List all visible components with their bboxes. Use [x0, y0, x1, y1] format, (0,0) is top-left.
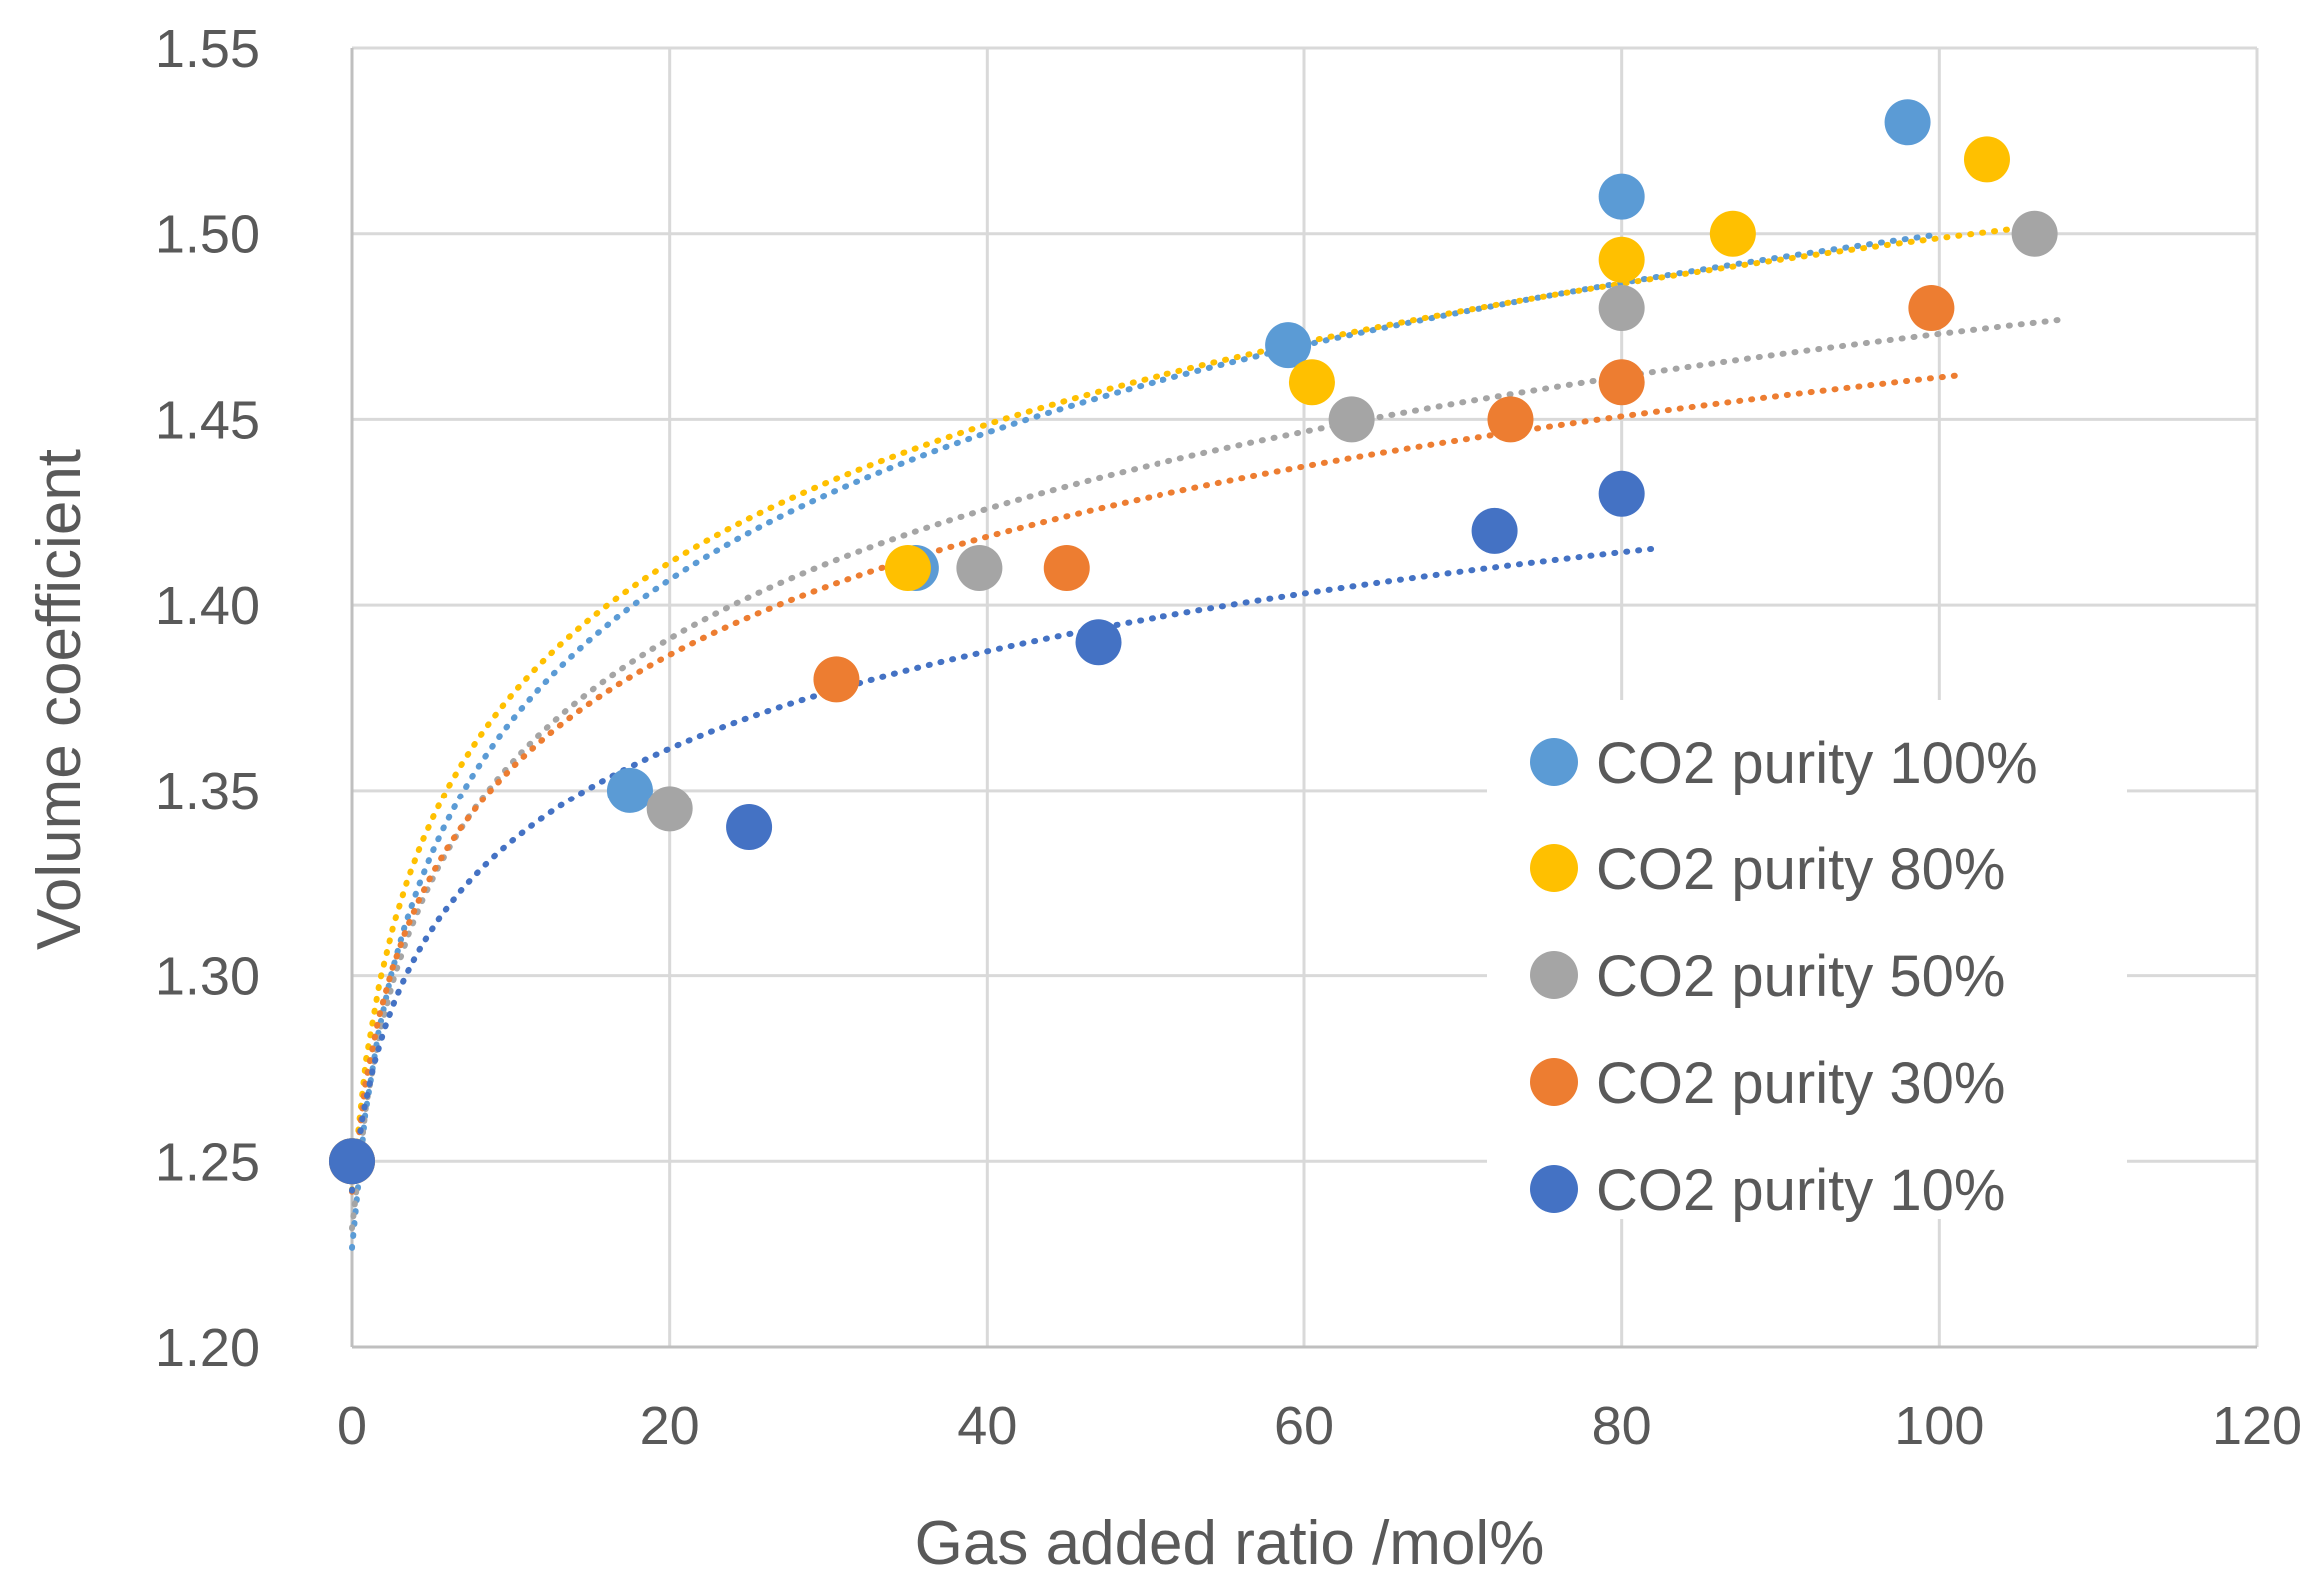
data-point-series-2 — [2011, 210, 2058, 257]
data-point-series-0 — [1884, 99, 1931, 146]
data-point-series-4 — [1471, 507, 1518, 554]
data-point-series-2 — [1328, 396, 1375, 443]
data-point-series-4 — [1075, 619, 1122, 666]
y-axis-title: Volume coefficient — [25, 449, 94, 950]
trendline-series-0 — [349, 231, 1943, 1251]
data-point-series-2 — [646, 786, 693, 832]
trendline-series-4 — [349, 545, 1657, 1194]
trendline-series-2 — [349, 316, 2070, 1232]
y-tick-label: 1.30 — [155, 947, 260, 1007]
data-point-series-0 — [1265, 322, 1312, 369]
legend-label: CO2 purity 80% — [1596, 837, 2005, 902]
y-tick-label: 1.35 — [155, 762, 260, 821]
data-point-series-4 — [726, 804, 773, 850]
data-point-series-3 — [1908, 285, 1955, 331]
data-point-series-2 — [1598, 285, 1645, 331]
y-tick-label: 1.40 — [155, 576, 260, 636]
axes — [350, 48, 2257, 1349]
data-point-series-1 — [1709, 210, 1756, 257]
legend: CO2 purity 100% CO2 purity 80% CO2 purity … — [1487, 700, 2127, 1223]
data-points — [329, 99, 2058, 1185]
y-tick-label: 1.20 — [155, 1318, 260, 1378]
x-tick-label: 100 — [1894, 1396, 1984, 1456]
legend-label: CO2 purity 10% — [1596, 1158, 2005, 1223]
x-tick-label: 20 — [640, 1396, 700, 1456]
data-point-series-3 — [813, 656, 860, 703]
tick-labels: 1.20 1.25 1.30 1.35 1.40 1.45 1.50 1.55 0 20 40 60 8… — [155, 19, 2302, 1456]
legend-marker — [1530, 1058, 1578, 1106]
y-tick-label: 1.45 — [155, 390, 260, 450]
x-axis-title: Gas added ratio /mol% — [915, 1509, 1545, 1578]
y-tick-label: 1.55 — [155, 19, 260, 79]
data-point-series-2 — [956, 545, 1003, 591]
x-tick-label: 80 — [1592, 1396, 1652, 1456]
legend-marker — [1530, 844, 1578, 892]
x-tick-label: 120 — [2212, 1396, 2302, 1456]
legend-background — [1487, 700, 2127, 1219]
legend-marker — [1530, 951, 1578, 999]
data-point-series-1 — [1288, 359, 1335, 406]
trendline-series-3 — [349, 371, 1967, 1195]
data-point-series-0 — [1598, 173, 1645, 220]
data-point-series-4 — [329, 1138, 375, 1185]
y-tick-label: 1.50 — [155, 205, 260, 265]
legend-label: CO2 purity 100% — [1596, 731, 2038, 796]
x-tick-label: 60 — [1274, 1396, 1334, 1456]
y-tick-label: 1.25 — [155, 1132, 260, 1192]
x-tick-label: 40 — [957, 1396, 1017, 1456]
data-point-series-1 — [1598, 236, 1645, 283]
legend-marker — [1530, 738, 1578, 786]
data-point-series-3 — [1598, 359, 1645, 406]
x-tick-label: 0 — [337, 1396, 367, 1456]
data-point-series-1 — [1963, 136, 2010, 183]
data-point-series-0 — [606, 767, 653, 813]
legend-label: CO2 purity 30% — [1596, 1051, 2005, 1116]
trendlines — [349, 225, 2070, 1251]
data-point-series-1 — [884, 545, 931, 591]
data-point-series-3 — [1487, 396, 1534, 443]
legend-marker — [1530, 1165, 1578, 1213]
data-point-series-3 — [1043, 545, 1090, 591]
legend-label: CO2 purity 50% — [1596, 944, 2005, 1009]
data-point-series-4 — [1598, 470, 1645, 517]
